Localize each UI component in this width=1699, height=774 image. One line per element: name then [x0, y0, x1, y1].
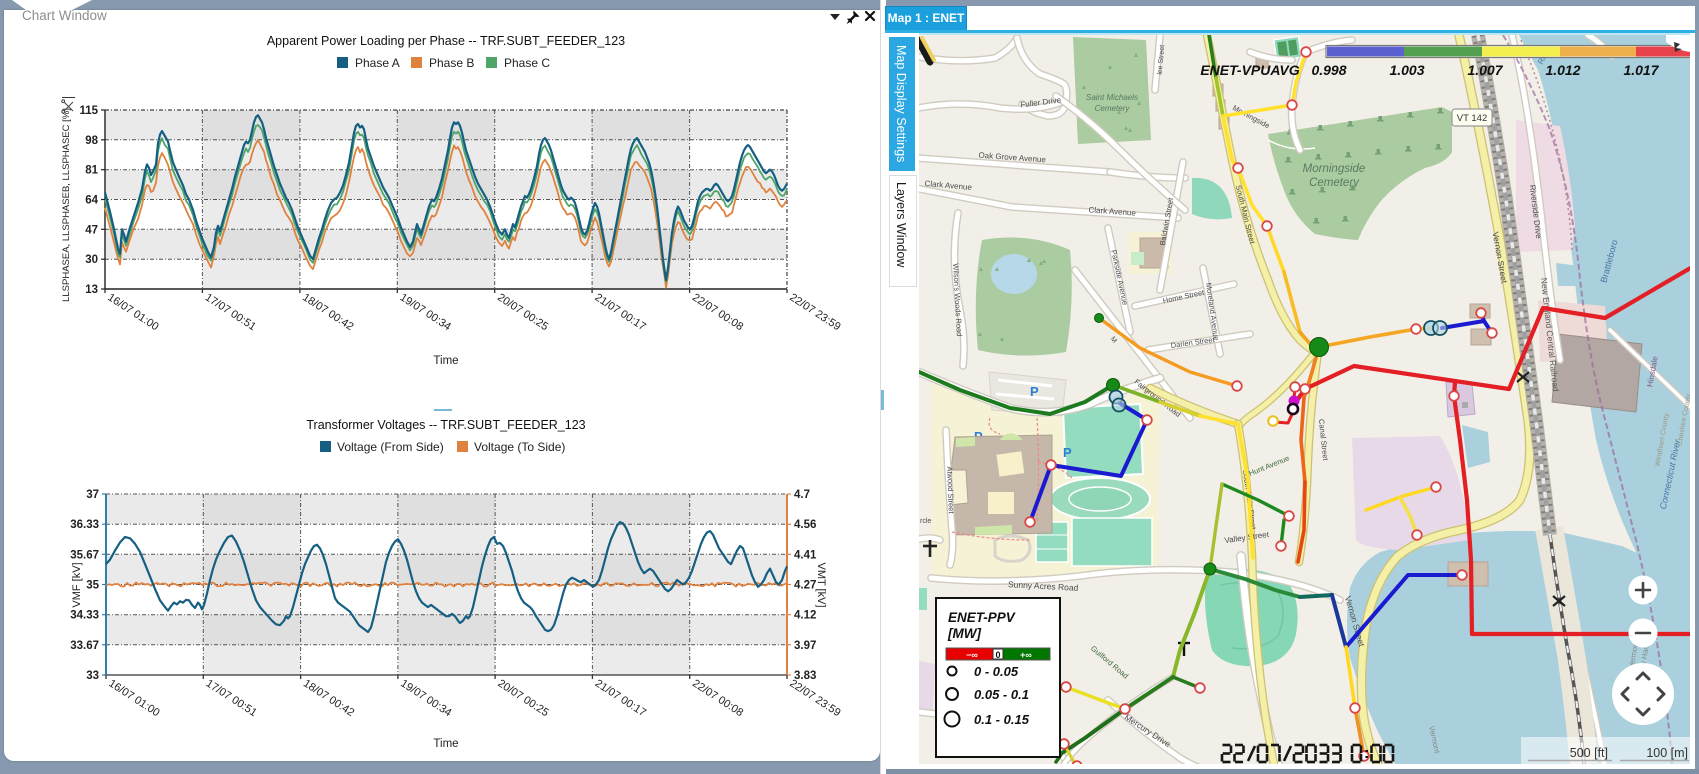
svg-text:1.017: 1.017 [1623, 62, 1659, 78]
svg-text:35: 35 [86, 580, 99, 592]
svg-text:VMT [kV]: VMT [kV] [815, 562, 827, 607]
svg-text:Wilson's Woods Road: Wilson's Woods Road [951, 263, 964, 336]
svg-text:0.05 - 0.1: 0.05 - 0.1 [974, 687, 1029, 702]
svg-text:Transformer Voltages -- TRF.SU: Transformer Voltages -- TRF.SUBT_FEEDER_… [306, 418, 585, 432]
svg-text:Time: Time [433, 355, 458, 367]
svg-text:ENET-PPV: ENET-PPV [948, 610, 1016, 625]
svg-text:500 [ft]: 500 [ft] [1570, 746, 1608, 760]
svg-text:P: P [1030, 384, 1039, 399]
svg-text:98: 98 [85, 135, 98, 147]
svg-text:22/07 23:59: 22/07 23:59 [787, 677, 842, 719]
svg-text:17/07 00:51: 17/07 00:51 [203, 291, 258, 333]
svg-text:Sunny Acres Road: Sunny Acres Road [1008, 579, 1079, 593]
svg-text:M: M [1109, 336, 1118, 345]
svg-text:17/07 00:51: 17/07 00:51 [204, 677, 259, 719]
svg-text:Phase B: Phase B [429, 56, 474, 70]
svg-text:Cemetery: Cemetery [1309, 177, 1360, 189]
svg-text:Morningside: Morningside [1303, 163, 1366, 175]
svg-text:22/07 00:08: 22/07 00:08 [690, 677, 745, 719]
svg-text:Phase C: Phase C [504, 56, 550, 70]
svg-text:64: 64 [85, 195, 98, 207]
svg-text:47: 47 [85, 224, 98, 236]
svg-text:Phase A: Phase A [355, 56, 400, 70]
svg-text:13: 13 [85, 284, 98, 296]
svg-text:4.56: 4.56 [794, 519, 816, 531]
svg-text:0.998: 0.998 [1311, 62, 1346, 78]
svg-text:−∞: −∞ [966, 650, 978, 660]
svg-text:Clark Avenue: Clark Avenue [1088, 205, 1136, 217]
svg-text:4.41: 4.41 [794, 549, 817, 561]
svg-text:22/07 23:59: 22/07 23:59 [787, 291, 842, 333]
svg-text:1.012: 1.012 [1545, 62, 1580, 78]
svg-text:16/07 01:00: 16/07 01:00 [105, 291, 160, 333]
svg-text:1.003: 1.003 [1389, 62, 1424, 78]
svg-text:1.007: 1.007 [1467, 62, 1503, 78]
svg-text:4.27: 4.27 [794, 580, 816, 592]
svg-text:16/07 01:00: 16/07 01:00 [106, 677, 161, 719]
svg-text:3.83: 3.83 [794, 670, 816, 682]
svg-text:19/07 00:34: 19/07 00:34 [398, 291, 453, 333]
svg-text:4.12: 4.12 [794, 610, 816, 622]
svg-text:lee Street: lee Street [1157, 45, 1167, 76]
svg-text:21/07 00:17: 21/07 00:17 [593, 677, 648, 719]
svg-text:0: 0 [995, 650, 1000, 660]
svg-text:Apparent Power Loading per Pha: Apparent Power Loading per Phase -- TRF.… [267, 34, 625, 48]
svg-text:ENET-VPUAVG: ENET-VPUAVG [1200, 62, 1299, 78]
svg-text:33.67: 33.67 [70, 640, 99, 652]
svg-text:VMF [kV]: VMF [kV] [71, 562, 83, 607]
svg-text:100 [m]: 100 [m] [1646, 746, 1688, 760]
svg-text:37: 37 [86, 489, 99, 501]
svg-text:P: P [1063, 445, 1072, 460]
svg-text:3.97: 3.97 [794, 640, 816, 652]
svg-text:20/07 00:25: 20/07 00:25 [495, 291, 550, 333]
svg-text:30: 30 [85, 254, 98, 266]
svg-text:Canal Street: Canal Street [1317, 419, 1330, 462]
svg-text:34.33: 34.33 [70, 610, 99, 622]
svg-text:35.67: 35.67 [70, 549, 99, 561]
svg-text:33: 33 [86, 670, 99, 682]
svg-text:Clark Avenue: Clark Avenue [924, 179, 973, 192]
svg-text:21/07 00:17: 21/07 00:17 [592, 291, 647, 333]
svg-text:19/07 00:34: 19/07 00:34 [398, 677, 453, 719]
svg-text:22/07 00:08: 22/07 00:08 [690, 291, 745, 333]
svg-text:Cemetery: Cemetery [1095, 104, 1131, 113]
svg-text:115: 115 [79, 105, 98, 117]
svg-text:Voltage (From Side): Voltage (From Side) [337, 440, 444, 454]
svg-text:36.33: 36.33 [70, 519, 99, 531]
svg-text:[MW]: [MW] [947, 626, 981, 641]
svg-text:4.7: 4.7 [794, 489, 810, 501]
svg-text:Time: Time [433, 738, 458, 750]
svg-text:VT 142: VT 142 [1457, 113, 1487, 124]
svg-text:81: 81 [85, 165, 98, 177]
svg-text:0 - 0.05: 0 - 0.05 [974, 664, 1019, 679]
svg-text:20/07 00:25: 20/07 00:25 [495, 677, 550, 719]
svg-text:LLSPHASEA, LLSPHASEB, LLSPHASE: LLSPHASEA, LLSPHASEB, LLSPHASEC [%] [61, 108, 72, 302]
svg-text:0.1 - 0.15: 0.1 - 0.15 [974, 712, 1030, 727]
svg-text:Saint Michaels: Saint Michaels [1086, 93, 1138, 102]
svg-text:Voltage (To Side): Voltage (To Side) [474, 440, 565, 454]
svg-text:18/07 00:42: 18/07 00:42 [300, 291, 355, 333]
svg-text:rcle: rcle [920, 518, 931, 525]
svg-text:+∞: +∞ [1020, 650, 1032, 660]
svg-text:Atwood Street: Atwood Street [945, 466, 956, 514]
svg-text:18/07 00:42: 18/07 00:42 [301, 677, 356, 719]
